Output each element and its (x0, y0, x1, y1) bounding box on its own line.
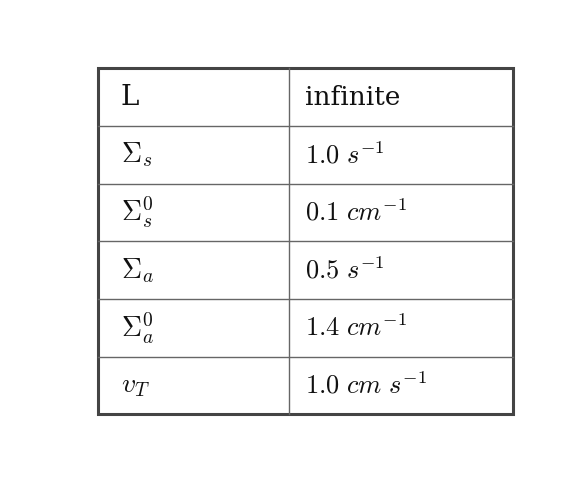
Text: L: L (121, 84, 139, 111)
Text: $1.4\ \mathit{cm}^{-1}$: $1.4\ \mathit{cm}^{-1}$ (305, 315, 407, 341)
Text: $0.5\ s^{-1}$: $0.5\ s^{-1}$ (305, 257, 384, 283)
Text: $\Sigma_a$: $\Sigma_a$ (121, 256, 154, 284)
Text: $1.0\ s^{-1}$: $1.0\ s^{-1}$ (305, 141, 384, 168)
Text: $v_T$: $v_T$ (121, 372, 150, 399)
Text: $1.0\ \mathit{cm}\ s^{-1}$: $1.0\ \mathit{cm}\ s^{-1}$ (305, 372, 426, 399)
Text: $\Sigma_s$: $\Sigma_s$ (121, 141, 152, 169)
Text: $0.1\ \mathit{cm}^{-1}$: $0.1\ \mathit{cm}^{-1}$ (305, 199, 407, 226)
Text: infinite: infinite (305, 85, 400, 110)
Text: $\Sigma_a^0$: $\Sigma_a^0$ (121, 310, 154, 346)
Text: $\Sigma_s^0$: $\Sigma_s^0$ (121, 195, 153, 230)
